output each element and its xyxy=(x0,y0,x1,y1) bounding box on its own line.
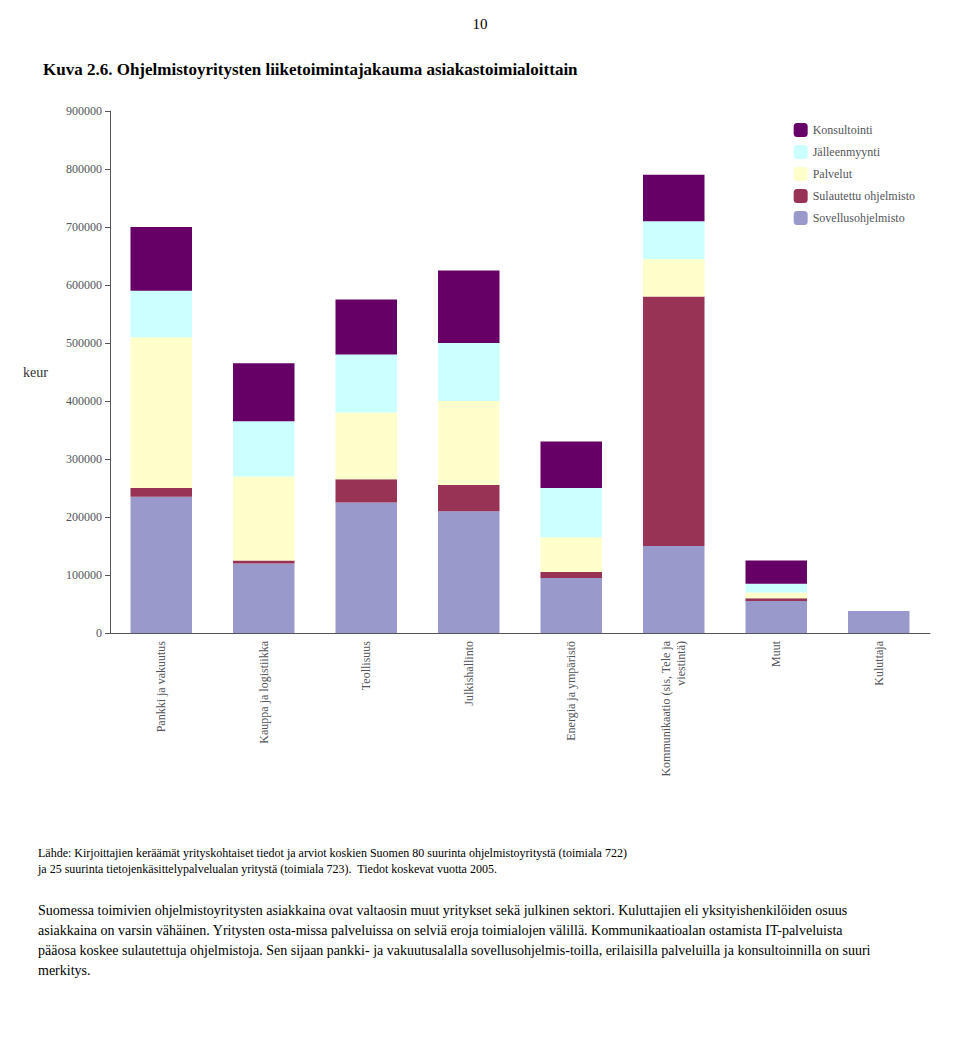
svg-text:Pankki ja vakuutus: Pankki ja vakuutus xyxy=(154,641,168,733)
svg-text:keur: keur xyxy=(23,365,48,380)
svg-text:500000: 500000 xyxy=(66,336,102,350)
svg-text:Kuluttaja: Kuluttaja xyxy=(872,640,886,685)
svg-text:Teollisuus: Teollisuus xyxy=(359,641,373,690)
svg-text:900000: 900000 xyxy=(66,104,102,118)
svg-text:asiakkaina on varsin vähäinen.: asiakkaina on varsin vähäinen. Yritysten… xyxy=(38,923,846,938)
svg-text:100000: 100000 xyxy=(66,568,102,582)
svg-text:Kommunikaatio (sis, Tele ja: Kommunikaatio (sis, Tele ja xyxy=(659,640,673,776)
svg-text:Palvelut: Palvelut xyxy=(813,167,853,181)
svg-text:Julkishallinto: Julkishallinto xyxy=(462,641,476,706)
svg-text:Kuva 2.6. Ohjelmistoyritysten: Kuva 2.6. Ohjelmistoyritysten liiketoimi… xyxy=(43,60,578,79)
svg-text:Lähde: Kirjoittajien keräämät: Lähde: Kirjoittajien keräämät yrityskoht… xyxy=(38,846,627,860)
svg-text:700000: 700000 xyxy=(66,220,102,234)
svg-text:400000: 400000 xyxy=(66,394,102,408)
svg-text:Energia ja ympäristö: Energia ja ympäristö xyxy=(564,641,578,741)
svg-text:ja 25 suurinta tietojenkäsitte: ja 25 suurinta tietojenkäsittelypalvelua… xyxy=(37,862,497,876)
svg-text:0: 0 xyxy=(96,626,102,640)
svg-text:Kauppa ja logistiikka: Kauppa ja logistiikka xyxy=(257,640,271,743)
svg-text:600000: 600000 xyxy=(66,278,102,292)
svg-text:Suomessa toimivien ohjelmistoy: Suomessa toimivien ohjelmistoyritysten a… xyxy=(38,903,851,918)
svg-text:300000: 300000 xyxy=(66,452,102,466)
svg-text:viestintä): viestintä) xyxy=(674,641,688,686)
svg-text:Sulautettu ohjelmisto: Sulautettu ohjelmisto xyxy=(813,189,915,203)
svg-text:Jälleenmyynti: Jälleenmyynti xyxy=(813,145,881,159)
svg-text:merkitys.: merkitys. xyxy=(38,963,91,978)
svg-text:Sovellusohjelmisto: Sovellusohjelmisto xyxy=(813,211,905,225)
svg-text:10: 10 xyxy=(473,16,488,32)
svg-text:pääosa koskee sulautettuja ohj: pääosa koskee sulautettuja ohjelmistoja.… xyxy=(38,943,874,958)
svg-text:200000: 200000 xyxy=(66,510,102,524)
svg-text:Muut: Muut xyxy=(769,640,783,667)
svg-text:Konsultointi: Konsultointi xyxy=(813,123,874,137)
svg-text:800000: 800000 xyxy=(66,162,102,176)
